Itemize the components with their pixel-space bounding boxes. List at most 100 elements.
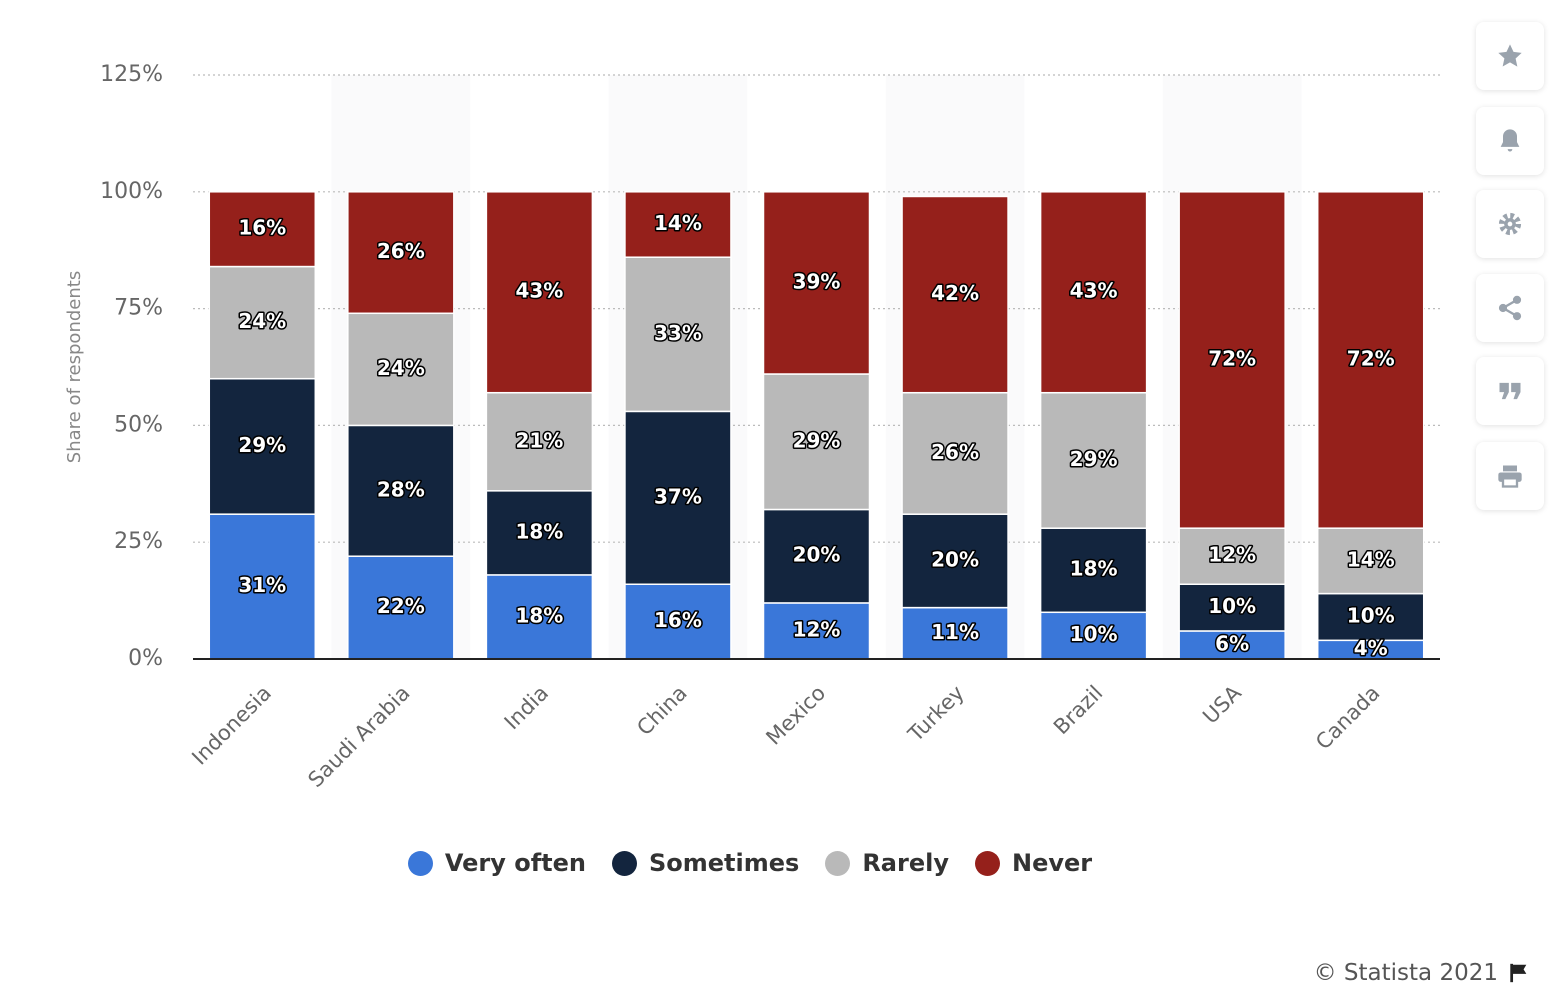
- value-label: 21%: [515, 428, 563, 452]
- share-button[interactable]: [1476, 274, 1544, 342]
- legend-swatch: [825, 850, 851, 876]
- bar-segment: [347, 312, 455, 427]
- legend-item[interactable]: Very often: [407, 849, 586, 877]
- value-label: 43%: [515, 279, 563, 303]
- bar-segment: [485, 191, 594, 394]
- bar-segment: [762, 602, 871, 660]
- value-label: 29%: [238, 433, 286, 457]
- legend-label: Rarely: [862, 849, 949, 877]
- value-label: 26%: [377, 239, 425, 263]
- x-tick-label: Turkey: [903, 681, 969, 747]
- x-tick-label: China: [632, 681, 691, 740]
- value-label: 11%: [931, 620, 979, 644]
- value-label: 20%: [931, 547, 979, 571]
- bar-segment: [901, 195, 1009, 394]
- x-tick-label: Canada: [1311, 681, 1384, 754]
- y-tick-label: 100%: [100, 179, 163, 204]
- x-tick-label: Mexico: [761, 681, 830, 750]
- value-label: 20%: [793, 543, 841, 567]
- bar-segment: [1178, 583, 1286, 632]
- value-label: 39%: [793, 269, 841, 293]
- bar-segment: [347, 191, 455, 315]
- value-label: 72%: [1347, 346, 1395, 370]
- value-label: 29%: [1070, 447, 1118, 471]
- value-label: 28%: [377, 477, 425, 501]
- bar-segment: [624, 256, 732, 413]
- value-label: 72%: [1208, 346, 1256, 370]
- bell-icon: [1500, 129, 1520, 152]
- bar-segment: [485, 391, 594, 492]
- bar-segment: [208, 513, 317, 660]
- bar-segment: [901, 391, 1009, 515]
- value-label: 37%: [654, 484, 702, 508]
- value-label: 18%: [1070, 557, 1118, 581]
- bar-segment: [624, 191, 732, 258]
- x-tick-label: Indonesia: [187, 681, 276, 770]
- value-label: 4%: [1354, 636, 1388, 660]
- legend-label: Very often: [444, 849, 586, 877]
- value-label: 31%: [238, 573, 286, 597]
- x-tick-label: Saudi Arabia: [303, 681, 414, 792]
- bar-segment: [762, 508, 871, 604]
- quote-icon: [1499, 382, 1521, 400]
- y-tick-label: 50%: [114, 412, 163, 437]
- print-button[interactable]: [1476, 442, 1544, 510]
- flag-icon[interactable]: [1508, 962, 1530, 984]
- chart: Share of respondents 0% 25% 50% 75% 100% 125%…: [64, 62, 1440, 792]
- bar-segment: [1316, 191, 1425, 529]
- bar-segment: [1039, 191, 1148, 394]
- x-tick-label: Brazil: [1049, 681, 1107, 739]
- cite-button[interactable]: [1476, 357, 1544, 425]
- value-label: 43%: [1070, 279, 1118, 303]
- share-icon: [1498, 295, 1522, 321]
- settings-button[interactable]: [1476, 190, 1544, 258]
- value-label: 22%: [377, 594, 425, 618]
- legend-item[interactable]: Rarely: [825, 849, 949, 877]
- value-label: 16%: [654, 608, 702, 632]
- footer: © Statista 2021: [1314, 960, 1530, 986]
- gear-icon: [1498, 212, 1522, 236]
- bar-segment: [624, 410, 732, 585]
- value-label: 6%: [1215, 631, 1249, 655]
- favorite-button[interactable]: [1476, 22, 1544, 90]
- bar-segment: [1039, 391, 1148, 529]
- y-tick-label: 125%: [100, 62, 163, 87]
- y-tick-label: 0%: [128, 646, 163, 671]
- bar-segment: [1039, 611, 1148, 660]
- bar-segment: [208, 191, 317, 268]
- value-label: 16%: [238, 216, 286, 240]
- bar-segment: [762, 191, 871, 375]
- value-label: 14%: [654, 211, 702, 235]
- x-tick-label: USA: [1198, 680, 1246, 728]
- bar-segment: [901, 513, 1009, 609]
- y-axis-title: Share of respondents: [64, 271, 85, 463]
- value-label: 18%: [515, 603, 563, 627]
- copyright: © Statista 2021: [1313, 960, 1498, 986]
- bar-segment: [485, 490, 594, 576]
- bar-segment: [347, 424, 455, 557]
- printer-icon: [1498, 465, 1522, 488]
- bar-segment: [1316, 527, 1425, 595]
- legend-label: Never: [1012, 849, 1093, 877]
- y-tick-label: 25%: [114, 529, 163, 554]
- value-label: 10%: [1347, 603, 1395, 627]
- value-label: 26%: [931, 440, 979, 464]
- legend-swatch: [975, 850, 1000, 876]
- value-label: 10%: [1070, 622, 1118, 646]
- bar-segment: [762, 373, 871, 511]
- legend-label: Sometimes: [649, 849, 800, 877]
- notify-button[interactable]: [1476, 107, 1544, 175]
- value-label: 18%: [515, 519, 563, 543]
- value-label: 10%: [1208, 594, 1256, 618]
- bar-segment: [1178, 191, 1286, 529]
- value-label: 24%: [238, 309, 286, 333]
- value-label: 12%: [1208, 543, 1256, 567]
- legend-item[interactable]: Never: [975, 849, 1092, 877]
- legend-swatch: [612, 850, 637, 876]
- x-tick-label: India: [500, 681, 553, 734]
- legend: Very often Sometimes Rarely Never: [0, 843, 1500, 883]
- legend-item[interactable]: Sometimes: [612, 849, 799, 877]
- value-label: 12%: [793, 617, 841, 641]
- y-tick-label: 75%: [114, 296, 163, 321]
